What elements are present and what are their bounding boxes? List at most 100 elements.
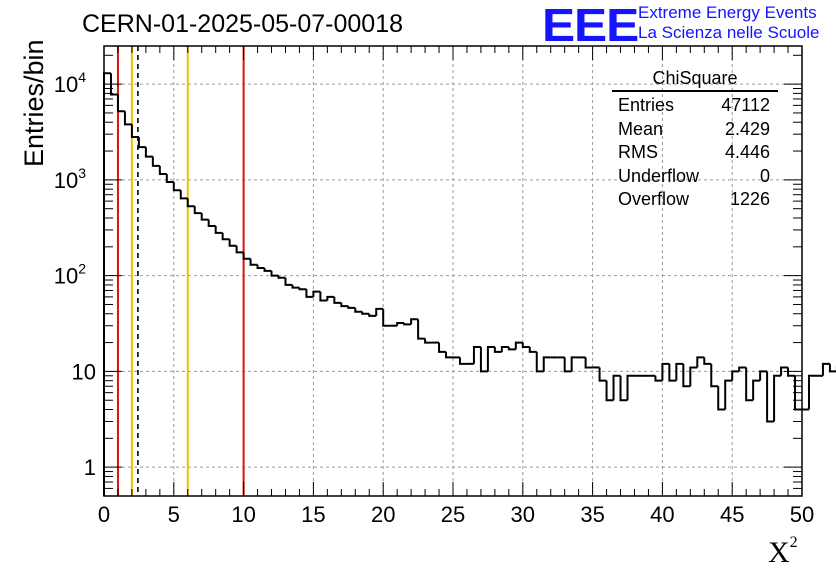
histogram-bin — [584, 357, 593, 369]
histogram-bin — [270, 270, 279, 277]
histogram-bin — [766, 371, 775, 423]
histogram-bin — [368, 313, 377, 317]
histogram-bin — [123, 111, 132, 126]
histogram-bin — [116, 94, 125, 113]
stats-row-underflow: Underflow 0 — [612, 165, 778, 189]
histogram-bin — [682, 363, 691, 388]
histogram-bin — [668, 363, 677, 382]
histogram-bin — [458, 357, 467, 365]
x-tick-label: 25 — [441, 502, 465, 527]
stats-label: Underflow — [618, 165, 700, 186]
histogram-bin — [507, 346, 516, 351]
x-axis-label-exponent: 2 — [789, 534, 798, 551]
histogram-bin — [403, 323, 412, 326]
histogram-bin — [333, 296, 342, 304]
x-axis-label-text: X — [768, 536, 790, 569]
histogram-bin — [479, 346, 488, 373]
y-tick-base: 10 — [54, 72, 78, 97]
stats-value: 1226 — [729, 189, 770, 209]
logo-subtitle-2: La Scienza nelle Scuole — [638, 23, 820, 42]
histogram-bin — [354, 307, 363, 313]
logo-subtitle-1: Extreme Energy Events — [638, 3, 817, 22]
stats-row-mean: Mean 2.429 — [612, 118, 778, 142]
stats-row-rms: RMS 4.446 — [612, 141, 778, 165]
histogram-bin — [130, 124, 139, 139]
histogram-bin — [675, 362, 684, 381]
stats-value: 0 — [759, 165, 770, 186]
histogram-bin — [654, 375, 663, 382]
x-axis-label: X2 — [768, 534, 798, 570]
histogram-bin — [759, 370, 768, 381]
stats-row-entries: Entries 47112 — [612, 94, 778, 118]
histogram-bin — [284, 277, 293, 286]
histogram-bin — [689, 366, 698, 387]
x-tick-label: 20 — [371, 502, 395, 527]
stats-label: Entries — [618, 95, 675, 115]
histogram-bin — [472, 345, 481, 364]
histogram-bin — [661, 362, 670, 381]
x-tick-label: 15 — [301, 502, 325, 527]
histogram-bin — [340, 302, 349, 308]
histogram-bin — [598, 367, 607, 382]
histogram-bin — [542, 356, 551, 372]
histogram-bin — [396, 322, 405, 326]
histogram-bin — [256, 264, 265, 270]
histogram-bin — [193, 206, 202, 215]
histogram-bin — [717, 386, 726, 411]
histogram-bin — [528, 346, 537, 353]
stats-title: ChiSquare — [612, 68, 778, 92]
y-tick-label: 1 — [84, 455, 96, 480]
histogram-bin — [626, 374, 635, 401]
x-tick-label: 0 — [98, 502, 110, 527]
y-tick-label: 10 — [72, 359, 96, 384]
histogram-bin — [361, 311, 370, 315]
histogram-bin — [486, 345, 495, 372]
histogram-bin — [703, 357, 712, 365]
histogram-bin — [752, 379, 761, 401]
y-tick-base: 10 — [54, 168, 78, 193]
histogram-bin — [745, 367, 754, 402]
histogram-bin — [438, 342, 447, 353]
stats-label: Mean — [618, 118, 664, 139]
histogram-bin — [200, 213, 209, 221]
run-title: CERN-01-2025-05-07-00018 — [82, 10, 404, 38]
y-tick-exponent: 4 — [78, 69, 86, 85]
histogram-bin — [298, 287, 307, 291]
stats-label: RMS — [618, 142, 658, 162]
histogram-bin — [221, 232, 230, 241]
y-tick-exponent: 3 — [78, 165, 86, 181]
histogram-bin — [787, 367, 796, 377]
histogram-bin — [144, 147, 153, 158]
histogram-bin — [277, 275, 286, 279]
x-tick-label: 50 — [790, 502, 814, 527]
histogram-bin — [493, 346, 502, 353]
histogram-bin — [612, 374, 621, 401]
stats-row-overflow: Overflow 1226 — [612, 188, 778, 212]
y-tick-label: 104 — [54, 69, 86, 97]
x-tick-label: 40 — [650, 502, 674, 527]
histogram-bin — [214, 225, 223, 234]
histogram-bin — [186, 198, 195, 208]
histogram-bin — [319, 291, 328, 302]
histogram-bin — [410, 318, 419, 325]
stats-value: 47112 — [721, 95, 770, 115]
histogram-bin — [445, 351, 453, 359]
histogram-bin — [249, 258, 258, 266]
histogram-bin — [109, 73, 118, 96]
histogram-bin — [172, 182, 181, 192]
histogram-bin — [807, 374, 816, 410]
stats-label: Overflow — [618, 189, 690, 209]
histogram-bin — [570, 356, 579, 372]
histogram-bin — [158, 165, 167, 176]
histogram-bin — [724, 379, 733, 410]
histogram-bin — [305, 289, 314, 298]
x-tick-label: 35 — [580, 502, 604, 527]
histogram-bin — [326, 295, 335, 301]
histogram-bin — [347, 306, 356, 309]
histogram-bin — [605, 380, 614, 402]
y-tick-base: 10 — [54, 264, 78, 289]
histogram-bin — [417, 319, 426, 340]
histogram-bin — [228, 239, 237, 247]
histogram-bin — [521, 342, 530, 348]
